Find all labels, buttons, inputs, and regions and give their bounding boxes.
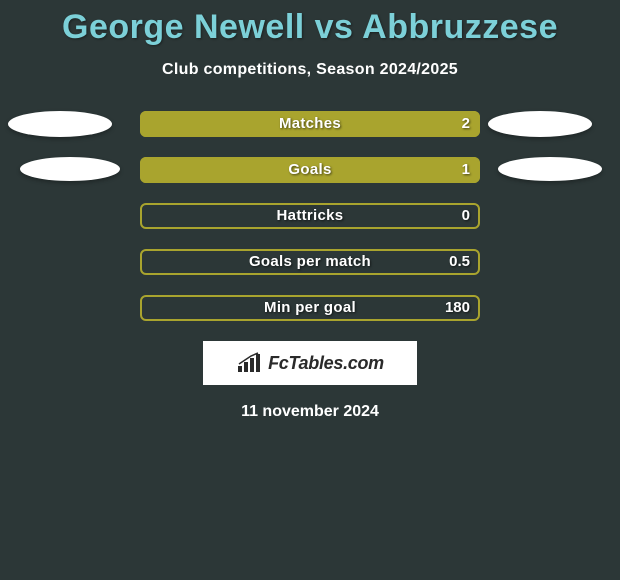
stat-value: 2 bbox=[462, 111, 470, 137]
stats-area: Matches2Goals1Hattricks0Goals per match0… bbox=[0, 111, 620, 321]
logo-chart-icon bbox=[236, 352, 262, 374]
stat-row: Goals1 bbox=[0, 157, 620, 183]
stat-value: 0.5 bbox=[449, 249, 470, 275]
comparison-title: George Newell vs Abbruzzese bbox=[0, 0, 620, 47]
stat-row: Goals per match0.5 bbox=[0, 249, 620, 275]
stat-row: Matches2 bbox=[0, 111, 620, 137]
stat-row: Min per goal180 bbox=[0, 295, 620, 321]
stat-value: 0 bbox=[462, 203, 470, 229]
stat-label: Min per goal bbox=[140, 295, 480, 321]
stat-row: Hattricks0 bbox=[0, 203, 620, 229]
stat-value: 180 bbox=[445, 295, 470, 321]
stat-label: Goals bbox=[140, 157, 480, 183]
stat-label: Matches bbox=[140, 111, 480, 137]
season-subtitle: Club competitions, Season 2024/2025 bbox=[0, 61, 620, 79]
snapshot-date: 11 november 2024 bbox=[0, 403, 620, 421]
fctables-logo: FcTables.com bbox=[203, 341, 417, 385]
stat-label: Goals per match bbox=[140, 249, 480, 275]
logo-text: FcTables.com bbox=[268, 353, 384, 374]
stat-label: Hattricks bbox=[140, 203, 480, 229]
stat-value: 1 bbox=[462, 157, 470, 183]
